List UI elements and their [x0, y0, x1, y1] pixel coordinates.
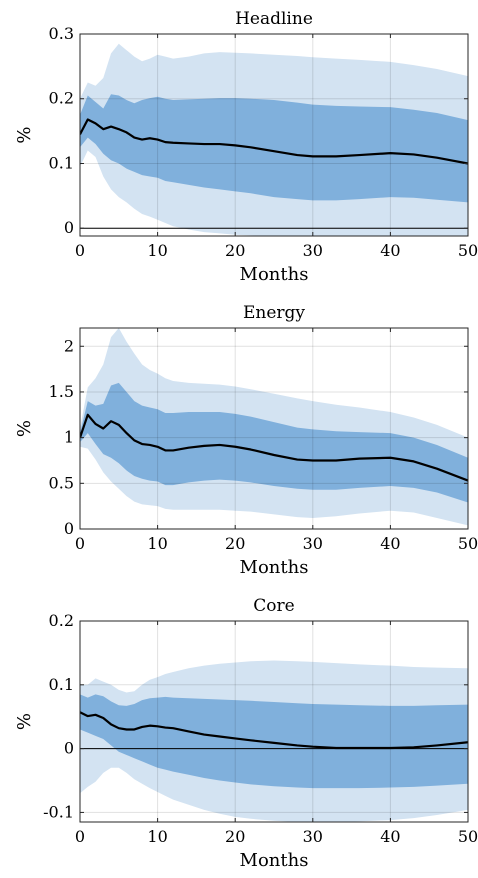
- y-tick-label: -0.1: [43, 802, 74, 821]
- y-tick-label: 0.1: [49, 153, 74, 172]
- y-tick-label: 2: [64, 336, 74, 355]
- y-tick-label: 0: [64, 519, 74, 538]
- axes-box: [79, 620, 469, 823]
- y-tick-label: 0: [64, 218, 74, 237]
- median-line: [80, 413, 468, 482]
- x-axis-label: Months: [240, 264, 309, 285]
- y-axis-label: %: [14, 126, 35, 143]
- y-tick-label: 1.5: [49, 382, 74, 401]
- x-tick-label: 20: [225, 827, 245, 846]
- x-tick-label: 10: [147, 534, 167, 553]
- inner-band: [80, 694, 468, 789]
- x-tick-label: 50: [458, 241, 478, 260]
- y-tick-label: 1: [64, 428, 74, 447]
- x-tick-label: 30: [303, 241, 323, 260]
- x-tick-label: 30: [303, 534, 323, 553]
- inner-band: [80, 94, 468, 203]
- y-tick-label: 0.2: [49, 89, 74, 108]
- median-line: [80, 711, 468, 750]
- inner-band: [80, 382, 468, 503]
- axes-box: [79, 33, 469, 237]
- x-tick-label: 40: [380, 241, 400, 260]
- y-tick-label: 0.3: [49, 24, 74, 43]
- y-axis-label: %: [14, 420, 35, 437]
- subplot-title: Headline: [235, 9, 313, 29]
- x-tick-label: 40: [380, 827, 400, 846]
- y-tick-label: 0.5: [49, 473, 74, 492]
- x-axis-label: Months: [240, 850, 309, 871]
- x-axis-label: Months: [240, 557, 309, 578]
- median-line: [80, 118, 468, 165]
- x-tick-label: 30: [303, 827, 323, 846]
- x-tick-label: 50: [458, 534, 478, 553]
- subplot-title: Core: [253, 596, 294, 616]
- y-tick-label: 0: [64, 739, 74, 758]
- y-axis-label: %: [14, 713, 35, 730]
- axes-box: [79, 327, 469, 530]
- subplot-title: Energy: [243, 303, 305, 323]
- y-tick-label: 0.1: [49, 675, 74, 694]
- subplot-headline: 0 10 20 30 40 50 0 0.1 0.2 0.3 Headline Months%: [14, 9, 478, 285]
- subplot-energy: 0 10 20 30 40 50 0 0.5 1 1.5 2 Energy Months%: [14, 303, 478, 578]
- x-tick-label: 0: [75, 827, 85, 846]
- y-tick-label: 0.2: [49, 611, 74, 630]
- x-tick-label: 20: [225, 534, 245, 553]
- x-tick-label: 10: [147, 827, 167, 846]
- x-tick-label: 10: [147, 241, 167, 260]
- x-tick-label: 40: [380, 534, 400, 553]
- x-tick-label: 20: [225, 241, 245, 260]
- x-tick-label: 0: [75, 241, 85, 260]
- x-tick-label: 50: [458, 827, 478, 846]
- x-tick-label: 0: [75, 534, 85, 553]
